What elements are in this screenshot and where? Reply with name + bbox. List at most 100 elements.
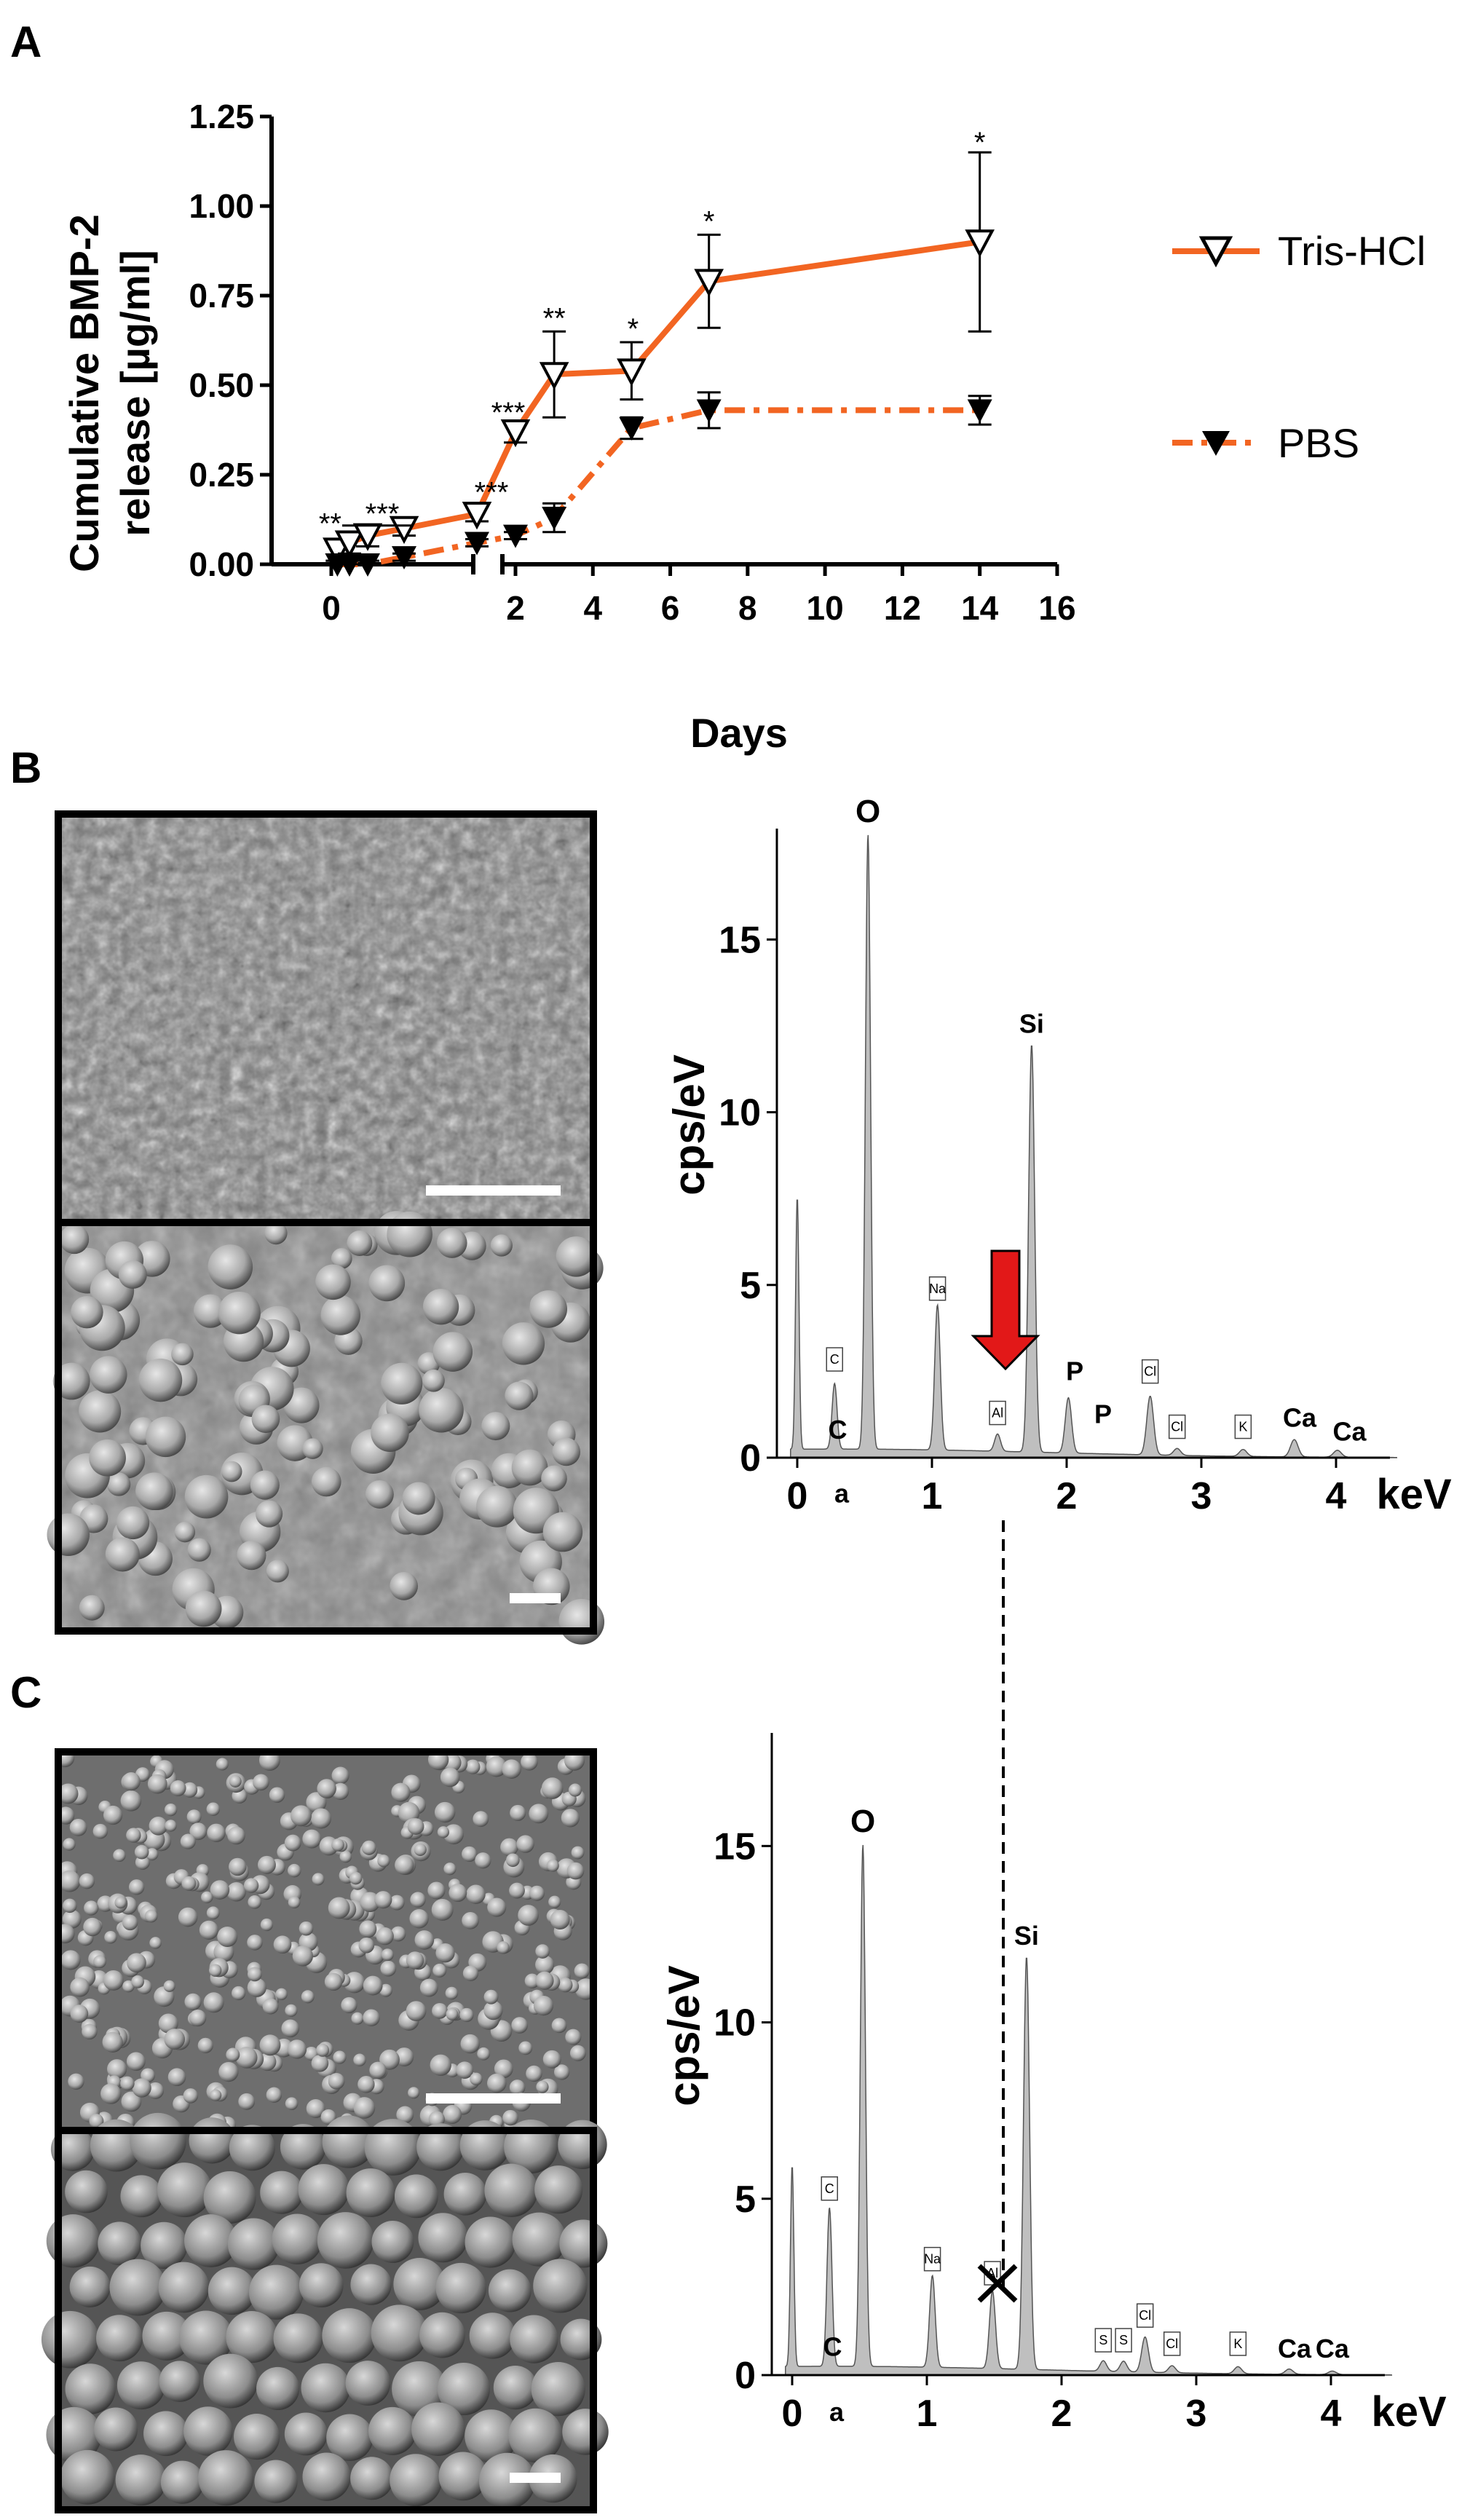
sem-particle xyxy=(103,1970,124,1991)
sem-particle xyxy=(568,1783,582,1797)
sem-particle xyxy=(170,1780,186,1796)
sem-particle xyxy=(419,1978,438,1997)
sem-particle xyxy=(331,1248,352,1269)
x-tick-label: 2 xyxy=(506,589,525,627)
sem-particle xyxy=(181,1876,197,1891)
sem-particle xyxy=(201,1891,213,1903)
sem-particle xyxy=(350,2457,394,2500)
peak-label-Ca2: Ca xyxy=(1332,1416,1367,1446)
sem-particle xyxy=(546,1859,559,1872)
significance-mark: * xyxy=(703,205,715,237)
sem-particle xyxy=(238,2093,256,2110)
sem-image-c-high xyxy=(41,2112,609,2513)
sem-particle xyxy=(459,2007,474,2023)
peak-label-box xyxy=(923,2246,941,2272)
sem-particle xyxy=(368,2406,416,2455)
spectrum-x-tick-label: 1 xyxy=(922,1475,943,1517)
sem-particle xyxy=(460,2034,480,2054)
sem-particle xyxy=(434,1801,456,1823)
sem-particle xyxy=(316,2043,330,2057)
scale-bar-c-high xyxy=(510,2473,561,2483)
sem-particle xyxy=(531,2362,585,2417)
sem-particle xyxy=(70,2004,89,2023)
sem-particle xyxy=(79,1873,95,1889)
sem-particle xyxy=(320,1295,361,1335)
sem-particle xyxy=(206,1906,220,1920)
sem-particle xyxy=(465,2216,516,2268)
sem-particle xyxy=(437,1826,450,1838)
sem-particle xyxy=(207,1823,226,1843)
sem-particle xyxy=(534,2165,583,2214)
sem-particle xyxy=(483,1989,499,2004)
sem-particle xyxy=(470,2072,483,2086)
spectrum-y-tick-label: 10 xyxy=(714,2002,756,2045)
sem-particle xyxy=(79,1595,105,1621)
sem-particle xyxy=(353,2097,376,2119)
sem-particle xyxy=(529,1290,568,1328)
spectrum-x-tick-label: 3 xyxy=(1186,2393,1207,2435)
spectrum-area xyxy=(784,1844,1393,2376)
sem-particle xyxy=(253,1774,269,1791)
sem-particle xyxy=(558,1977,573,1993)
sem-particle xyxy=(266,1560,289,1583)
sem-particle xyxy=(145,1416,186,1458)
sem-particle xyxy=(569,2045,586,2061)
sem-particle xyxy=(269,1787,285,1803)
sem-particle xyxy=(185,1590,222,1627)
sem-particle xyxy=(346,2168,395,2218)
sem-particle xyxy=(259,2034,281,2056)
sem-particle xyxy=(566,1862,585,1880)
legend-marker-pbs xyxy=(1202,431,1230,456)
sem-particle xyxy=(481,1412,510,1441)
sem-particle xyxy=(392,2361,448,2417)
sem-particle xyxy=(505,1381,534,1410)
peak-label-Cl2: Cl xyxy=(1171,1420,1183,1434)
sem-particle xyxy=(422,1369,445,1392)
sem-particle xyxy=(135,1855,150,1870)
release-chart: 0.000.250.500.751.001.250 2 4 6 8 10 12 14 16 **… xyxy=(61,98,1426,756)
data-point-tris xyxy=(539,362,569,390)
peak-label-box xyxy=(826,1347,843,1372)
sem-particle xyxy=(466,1884,486,1904)
sem-particle xyxy=(216,1758,229,1771)
sem-particle xyxy=(476,1485,518,1528)
data-point-tris xyxy=(334,530,365,558)
sem-particle xyxy=(369,2061,387,2079)
peak-label-box xyxy=(1141,1359,1159,1384)
sem-particle xyxy=(158,2013,178,2034)
sem-particle xyxy=(63,1838,76,1851)
sem-particle xyxy=(345,2361,391,2406)
sem-particle xyxy=(502,1322,545,1365)
sem-particle xyxy=(283,1387,320,1423)
sem-particle xyxy=(299,1921,314,1936)
sem-particle xyxy=(58,1783,79,1804)
absent-x-icon xyxy=(977,2264,1018,2303)
sem-particle xyxy=(256,2366,300,2411)
sem-particle xyxy=(141,2221,188,2270)
sem-particle xyxy=(509,2079,526,2096)
sem-particle xyxy=(333,2050,347,2064)
sem-particle xyxy=(70,1977,90,1997)
peak-label-box xyxy=(1163,2331,1181,2356)
sem-particle xyxy=(416,2123,465,2171)
sem-particle xyxy=(558,1599,605,1645)
sem-particle xyxy=(302,1829,322,1849)
sem-particle xyxy=(121,2091,142,2112)
sem-particle xyxy=(449,1884,467,1903)
sem-particle xyxy=(320,2109,336,2125)
sem-particle xyxy=(116,2361,165,2410)
sem-particle xyxy=(347,1230,373,1256)
sem-particle xyxy=(254,2460,298,2503)
sem-particle xyxy=(541,1465,567,1492)
peak-label-Ca2: Ca xyxy=(1316,2334,1350,2363)
spectrum-y-tick-label: 0 xyxy=(735,2355,756,2397)
sem-particle xyxy=(257,1855,276,1874)
sem-particle xyxy=(221,1461,242,1482)
sem-particle xyxy=(477,2047,491,2061)
sem-particle xyxy=(380,1960,397,1977)
significance-mark: *** xyxy=(475,476,509,508)
sem-particle xyxy=(229,2125,275,2171)
sem-particle xyxy=(164,1803,178,1817)
sem-particle xyxy=(210,1880,230,1900)
